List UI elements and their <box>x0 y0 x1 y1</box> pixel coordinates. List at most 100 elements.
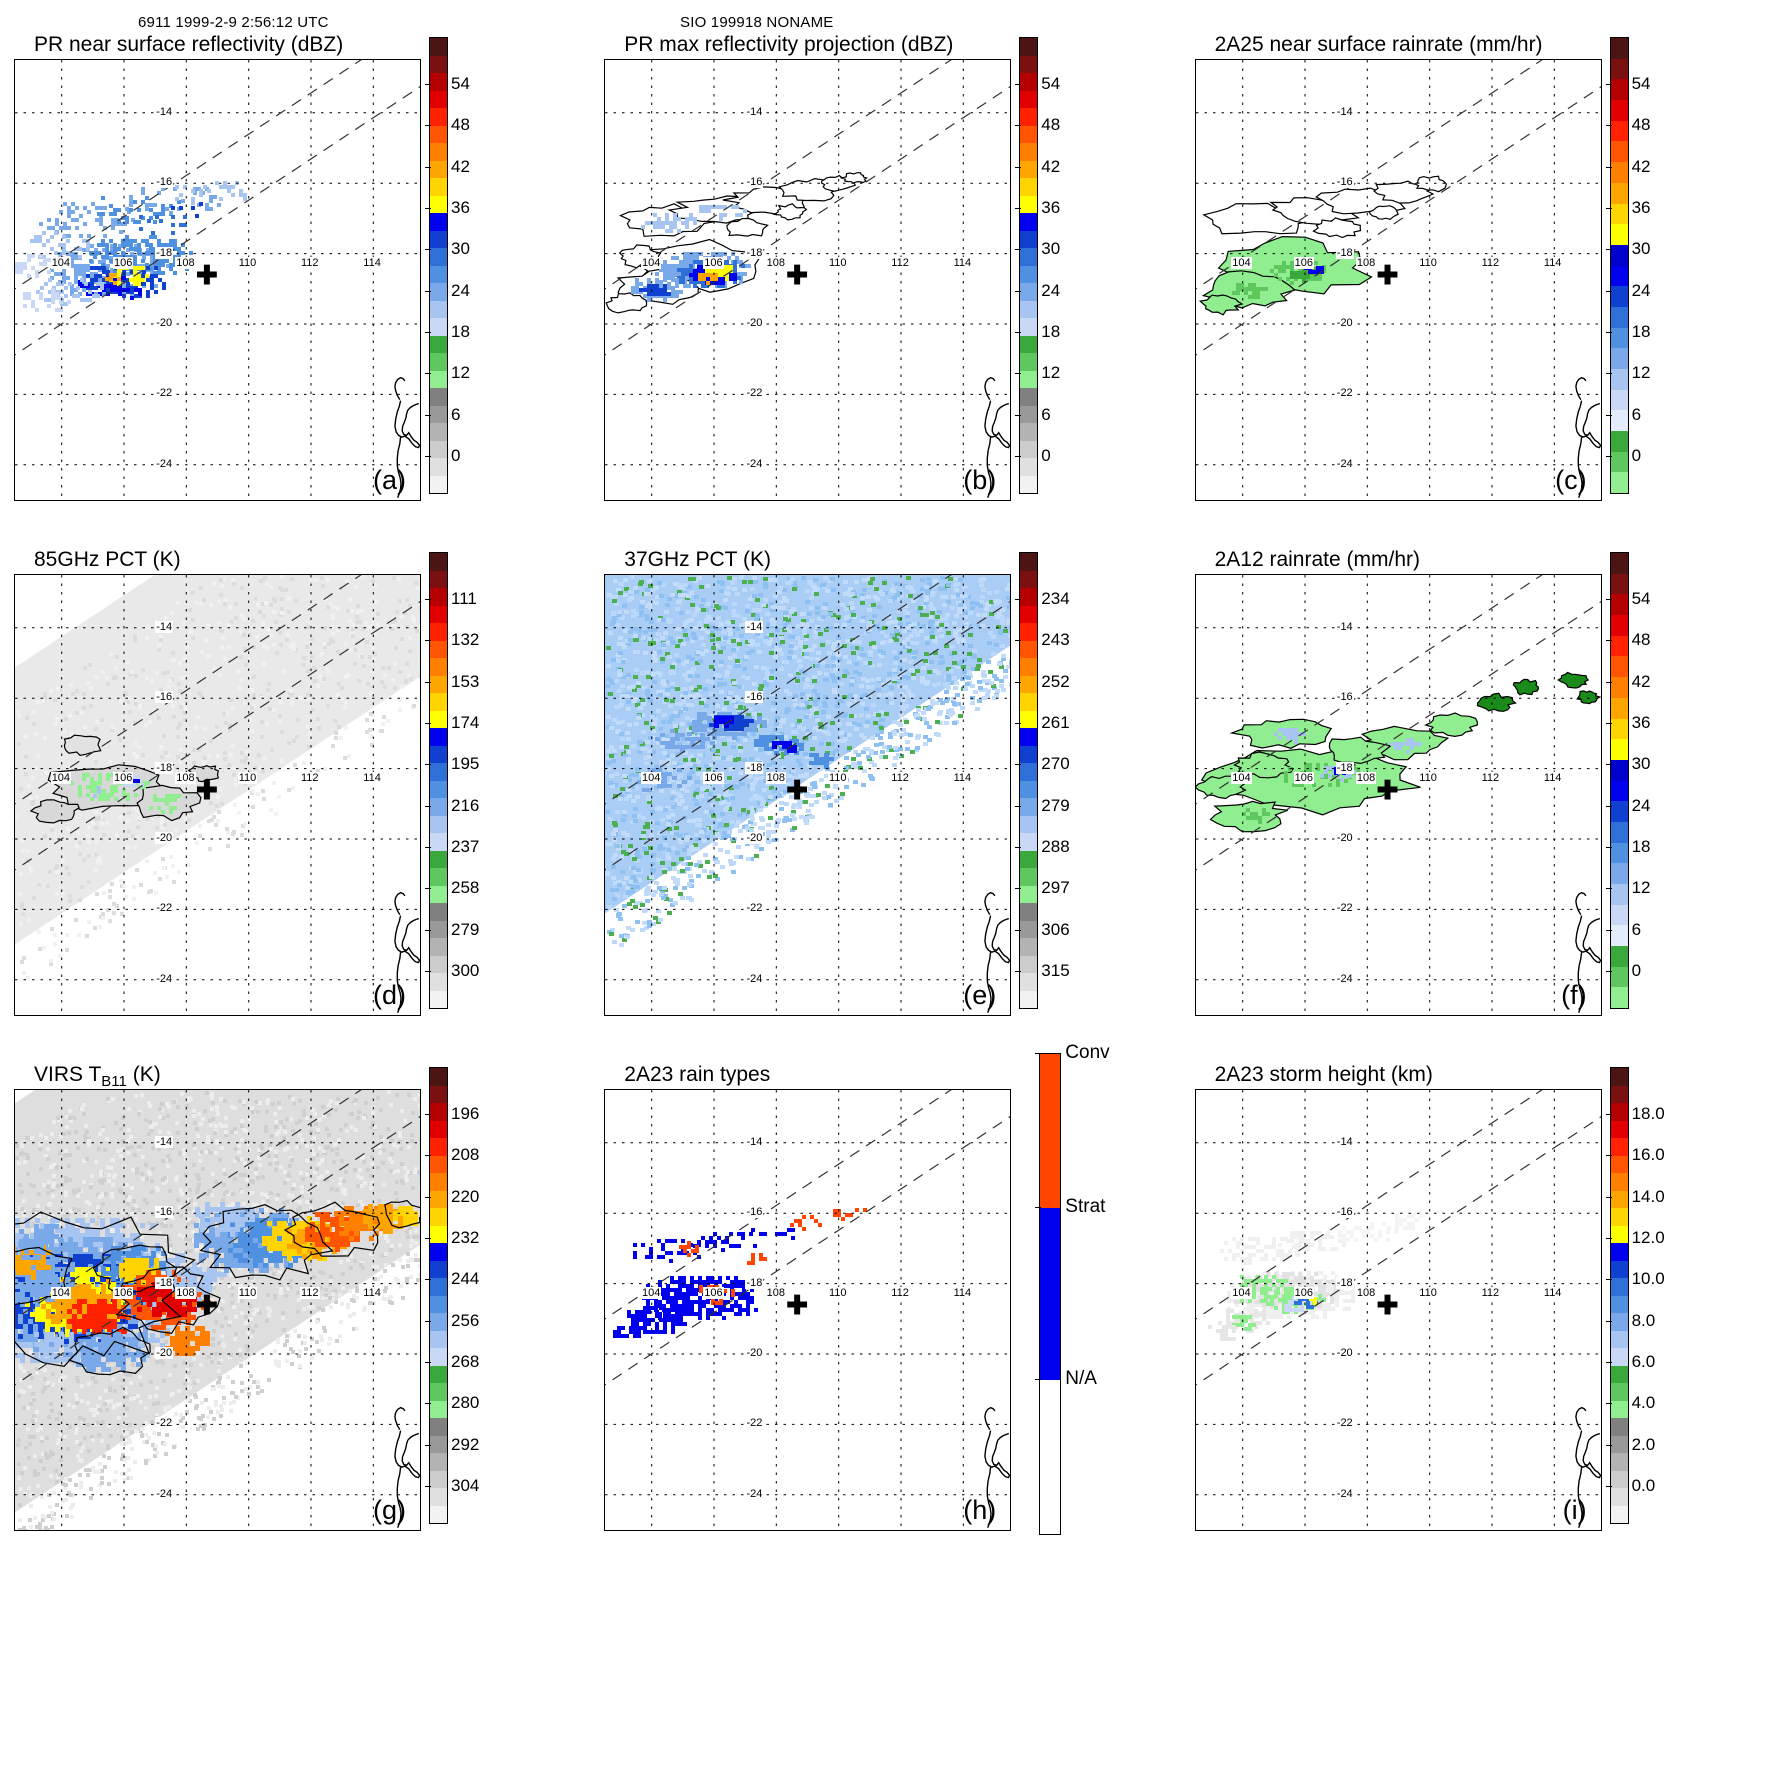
colorbar-gradient <box>1019 552 1039 1009</box>
colorbar-segment <box>1610 389 1628 411</box>
map-plot-a[interactable]: 104 106 108 110 112 114 -14 -16 -18 -20 -22 -24 ✚ (… <box>14 59 421 501</box>
colorbar-segment <box>1020 640 1038 658</box>
map-plot-e[interactable]: 104 106 108 110 112 114 -14 -16 -18 -20 -22 -24 ✚ (… <box>604 574 1012 1016</box>
colorbar-segment <box>1610 1225 1628 1243</box>
panel-title-h: 2A23 rain types <box>624 1063 771 1086</box>
colorbar-tick-mark <box>1605 1279 1612 1281</box>
x-tick-label: 112 <box>1480 256 1501 269</box>
map-plot-g[interactable]: 104 106 108 110 112 114 -14 -16 -18 -20 -22 -24 ✚ (… <box>14 1089 421 1531</box>
colorbar-tick-mark <box>1015 290 1022 292</box>
colorbar-segment <box>430 710 447 728</box>
x-tick-label: 104 <box>1231 771 1252 784</box>
colorbar-tick-mark <box>425 1362 431 1363</box>
colorbar-segment <box>1020 265 1038 283</box>
y-tick-label: -20 <box>1335 1347 1354 1359</box>
colorbar-segment <box>430 1418 447 1436</box>
y-tick-label: -18 <box>1335 1276 1354 1289</box>
y-tick-label: -24 <box>1335 972 1354 985</box>
panel-d: 85GHz PCT (K) 104 106 108 110 112 114 -14 -16 -1… <box>14 548 604 1067</box>
colorbar-segment <box>430 1453 447 1471</box>
map-plot-c[interactable]: 104 106 108 110 112 114 -14 -16 -18 -20 -22 -24 ✚ (… <box>1194 59 1602 501</box>
colorbar-tick-mark <box>1015 722 1022 724</box>
panel-h: 2A23 rain types 104 106 108 110 112 114 -14 -16… <box>604 1042 1194 1582</box>
colorbar-segment <box>430 1348 447 1366</box>
x-tick-label: 104 <box>640 1286 662 1299</box>
colorbar-segment <box>430 283 447 301</box>
colorbar-tick-label: 0 <box>451 446 461 466</box>
colorbar-tick-mark <box>1605 681 1612 683</box>
colorbar-tick-mark <box>425 166 431 168</box>
colorbar: 196 208 220 232 244 256 268 280 292 304 <box>425 1067 549 1524</box>
colorbar-tick-label: 306 <box>1041 919 1070 939</box>
x-tick-label: 108 <box>765 256 786 269</box>
x-tick-label: 104 <box>50 1286 72 1299</box>
colorbar-tick-label: 36 <box>1041 197 1061 217</box>
legend-tick-mark <box>1035 1379 1042 1380</box>
colorbar-segment <box>1020 353 1038 371</box>
colorbar-segment <box>1610 1470 1628 1488</box>
colorbar-segment <box>1020 73 1038 91</box>
colorbar-segment <box>430 1400 447 1418</box>
map-plot-f[interactable]: 104 106 108 110 112 114 -14 -16 -18 -20 -22 -24 ✚ (… <box>1194 574 1602 1016</box>
colorbar-tick-label: 30 <box>1631 754 1651 774</box>
colorbar-tick-label: 36 <box>1631 712 1651 732</box>
colorbar-tick-label: 111 <box>451 588 477 608</box>
colorbar-segment <box>1020 938 1038 956</box>
map-plot-d[interactable]: 104 106 108 110 112 114 -14 -16 -18 -20 -22 -24 ✚ (… <box>14 574 421 1016</box>
map-plot-i[interactable]: 104 106 108 110 112 114 -14 -16 -18 -20 -22 -24 ✚ (… <box>1194 1089 1602 1531</box>
colorbar-tick-label: 315 <box>1041 961 1070 981</box>
y-tick-label: -14 <box>1335 620 1354 633</box>
colorbar-segment <box>1610 410 1628 432</box>
x-tick-label: 114 <box>1542 1286 1563 1299</box>
colorbar-tick-mark <box>425 83 431 85</box>
colorbar-segment <box>430 1470 447 1488</box>
colorbar-segment <box>1020 973 1038 991</box>
colorbar-segment <box>1020 763 1038 781</box>
colorbar-tick-label: 54 <box>1631 73 1651 93</box>
colorbar-tick-label: 30 <box>451 239 470 259</box>
colorbar-segment <box>1020 38 1038 56</box>
colorbar-tick-label: 30 <box>1041 239 1061 259</box>
colorbar-tick-label: 234 <box>1041 588 1070 608</box>
colorbar-tick-mark <box>1605 373 1612 375</box>
y-tick-label: -22 <box>745 1417 764 1430</box>
colorbar-tick-label: 6.0 <box>1631 1352 1656 1371</box>
colorbar-segment <box>430 440 447 458</box>
colorbar-segment <box>430 1103 447 1121</box>
colorbar-tick-mark <box>1605 1155 1612 1157</box>
colorbar-tick-label: 208 <box>451 1145 480 1165</box>
panel-title-f: 2A12 rainrate (mm/hr) <box>1214 548 1420 571</box>
panel-b: PR max reflectivity projection (dBZ) 104… <box>604 33 1194 552</box>
y-tick-label: -14 <box>155 105 174 118</box>
colorbar-tick-mark <box>425 764 431 766</box>
colorbar-tick-mark <box>425 640 431 642</box>
y-tick-label: -22 <box>1335 1417 1354 1430</box>
colorbar-tick-mark <box>425 888 431 890</box>
colorbar-tick-mark <box>1605 722 1612 724</box>
y-tick-label: -20 <box>745 317 764 329</box>
map-plot-b[interactable]: 104 106 108 110 112 114 -14 -16 -18 -20 -22 -24 ✚ (… <box>604 59 1012 501</box>
map-plot-h[interactable]: 104 106 108 110 112 114 -14 -16 -18 -20 -22 -24 ✚ (… <box>604 1089 1012 1531</box>
colorbar-segment <box>1020 658 1038 676</box>
colorbar-segment <box>430 640 447 658</box>
y-tick-label: -14 <box>745 620 764 633</box>
colorbar-segment <box>430 1120 447 1138</box>
colorbar-tick-mark <box>1605 83 1612 85</box>
colorbar-tick-label: 48 <box>1631 115 1651 135</box>
colorbar-segment <box>1020 440 1038 458</box>
colorbar-segment <box>430 973 447 991</box>
colorbar-tick-mark <box>1605 166 1612 168</box>
colorbar-tick-label: 304 <box>451 1476 480 1496</box>
panel-title-tail: (K) <box>126 1063 161 1086</box>
colorbar-tick-mark <box>1605 332 1612 333</box>
colorbar-segment <box>1610 451 1628 473</box>
colorbar-tick-mark <box>1015 456 1022 458</box>
colorbar-tick-mark <box>425 290 431 292</box>
x-tick-label: 112 <box>1480 771 1501 784</box>
colorbar-tick-mark <box>425 722 431 724</box>
colorbar-segment <box>1610 656 1628 678</box>
y-tick-label: -24 <box>745 1487 764 1500</box>
colorbar-tick-mark <box>1015 249 1022 251</box>
colorbar-segment <box>1610 162 1628 183</box>
